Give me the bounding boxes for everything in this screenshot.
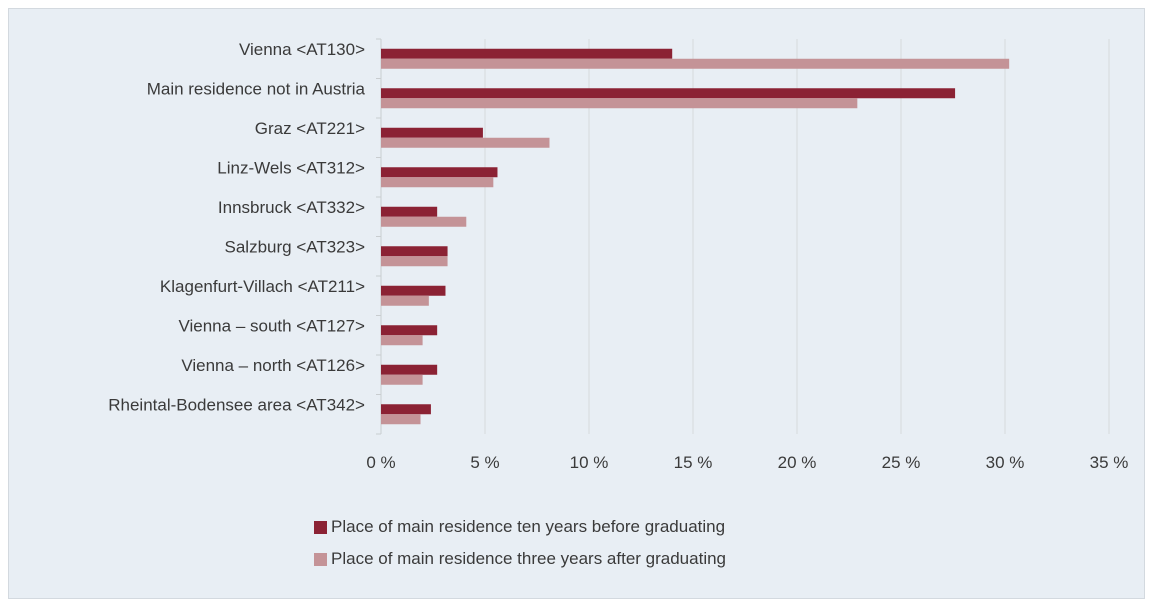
bar-after [381,256,448,267]
x-tick-label: 10 % [570,453,609,472]
x-tick-label: 15 % [674,453,713,472]
category-label: Vienna – south <AT127> [178,317,365,336]
category-label: Salzburg <AT323> [225,238,366,257]
bar-after [381,58,1010,69]
bar-after [381,177,494,188]
x-tick-label: 30 % [986,453,1025,472]
bar-after [381,137,550,148]
bar-before [381,404,431,415]
legend: Place of main residence ten years before… [314,516,726,580]
x-tick-label: 20 % [778,453,817,472]
bar-chart: Vienna <AT130> Main residence not in Aust… [108,38,1128,472]
bar-before [381,206,438,217]
x-tick-label: 35 % [1090,453,1129,472]
legend-label-after: Place of main residence three years afte… [331,549,727,568]
bar-after [381,414,421,425]
bar-before [381,285,446,296]
bar-before [381,127,483,138]
legend-label-before: Place of main residence ten years before… [331,517,726,536]
bar-after [381,374,423,385]
bar-after [381,295,429,306]
category-label: Main residence not in Austria [147,80,366,99]
category-label: Vienna <AT130> [239,40,365,59]
x-tick-label: 0 % [366,453,395,472]
category-label: Rheintal-Bodensee area <AT342> [108,396,365,415]
category-label: Innsbruck <AT332> [218,198,365,217]
bar-before [381,88,956,99]
category-label: Vienna – north <AT126> [181,356,365,375]
chart-container: Vienna <AT130> Main residence not in Aust… [8,8,1145,599]
bar-after [381,216,467,227]
bar-after [381,98,858,109]
category-label: Klagenfurt-Villach <AT211> [160,277,365,296]
category-label: Graz <AT221> [255,119,365,138]
legend-item-after: Place of main residence three years afte… [314,548,726,570]
bar-before [381,325,438,336]
x-tick-label: 5 % [470,453,499,472]
bar-before [381,364,438,375]
bar-before [381,167,498,178]
bar-before [381,48,673,59]
bars [381,48,1010,425]
x-tick-label: 25 % [882,453,921,472]
bar-after [381,335,423,346]
legend-item-before: Place of main residence ten years before… [314,516,726,538]
legend-swatch-after [314,552,327,566]
legend-swatch-before [314,520,327,534]
category-label: Linz-Wels <AT312> [217,159,365,178]
x-axis-tick-labels: 0 % 5 % 10 % 15 % 20 % 25 % 30 % 35 % [366,453,1128,472]
category-labels: Vienna <AT130> Main residence not in Aust… [108,40,365,415]
bar-before [381,246,448,257]
